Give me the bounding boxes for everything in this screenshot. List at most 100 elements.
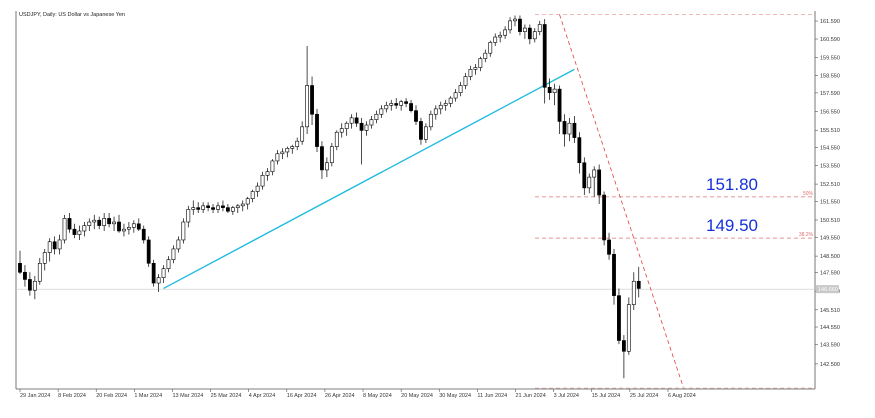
candle-body [394,103,399,106]
candle-body [315,113,319,147]
candle-body [379,108,384,115]
candle-body [557,88,562,122]
candle-body [399,101,404,106]
candle-body [52,241,57,250]
candle [87,218,92,231]
candle-body [107,218,112,225]
candle-body [122,228,126,232]
candle [265,168,270,181]
y-tick-label: 147.590 [820,270,840,276]
candle [47,238,52,262]
candle [532,28,537,43]
candle [112,216,116,231]
candle-body [300,126,305,142]
candle [324,157,329,178]
candle-body [522,27,527,32]
candle-body [344,122,349,129]
candle [617,288,621,345]
candle-body [607,239,611,255]
candle [32,275,37,300]
candle-body [364,124,369,131]
candle-body [453,92,458,99]
candle [18,250,22,275]
candle-body [463,76,468,86]
candle-body [542,24,547,88]
trendline[interactable] [163,68,575,290]
candle [572,116,577,143]
candle [547,78,552,100]
candle-body [221,205,225,208]
x-tick-label: 26 Apr 2024 [325,393,355,399]
candle [542,19,547,104]
candle [201,202,206,214]
candle [419,117,423,145]
candle-body [131,223,136,228]
candle [582,157,587,196]
candle-body [587,176,592,189]
candle-body [552,88,557,94]
candle [562,114,567,147]
candle [191,200,196,215]
candle-body [97,219,102,226]
candle-body [18,262,22,273]
candle [364,121,369,136]
candle [448,96,453,108]
price-annotation: 151.80 [706,175,758,194]
candle [597,164,602,205]
candle-body [458,85,463,94]
candle [216,202,220,214]
candle-body [181,221,186,241]
candle-body [186,209,191,223]
candle [226,204,230,214]
y-tick-label: 151.550 [820,199,840,205]
candle-body [146,239,151,264]
candle [122,223,126,237]
candle [522,24,527,39]
candle-body [488,42,493,54]
candle [161,265,166,284]
x-tick-label: 25 Jul 2024 [630,393,658,399]
candle [171,245,176,264]
candle [156,274,161,293]
candle-body [329,146,334,164]
x-tick-label: 3 Jul 2024 [554,393,579,399]
candle-body [255,185,260,192]
candle [221,200,225,212]
candle [136,218,141,231]
y-tick-label: 161.590 [820,19,840,25]
x-tick-label: 4 Apr 2024 [249,393,276,399]
candle [428,110,433,131]
candle [186,205,191,228]
candle-body [47,241,52,253]
x-tick-label: 11 Jun 2024 [477,393,507,399]
fib-diagonal-line[interactable] [559,14,684,388]
candle-body [67,218,72,230]
candle-body [171,248,176,261]
candle [102,213,107,231]
candle-body [305,85,310,128]
candle-body [72,228,77,235]
candle-body [27,279,32,291]
candle-body [77,230,82,235]
candle [468,65,473,81]
y-tick-label: 153.550 [820,163,840,169]
candle [621,335,626,379]
candle [320,141,324,179]
candle-body [577,137,582,164]
candle [478,56,483,72]
candle-body [324,162,329,171]
candle-body [280,151,285,155]
candle [72,223,77,239]
candle-body [518,18,522,32]
candle [463,72,468,90]
candle-body [57,239,62,250]
candle [206,202,211,212]
candle [602,191,607,246]
candle [527,24,532,45]
candle-body [176,239,181,250]
candle-body [409,103,413,111]
candle [270,159,275,176]
candle [458,81,463,97]
